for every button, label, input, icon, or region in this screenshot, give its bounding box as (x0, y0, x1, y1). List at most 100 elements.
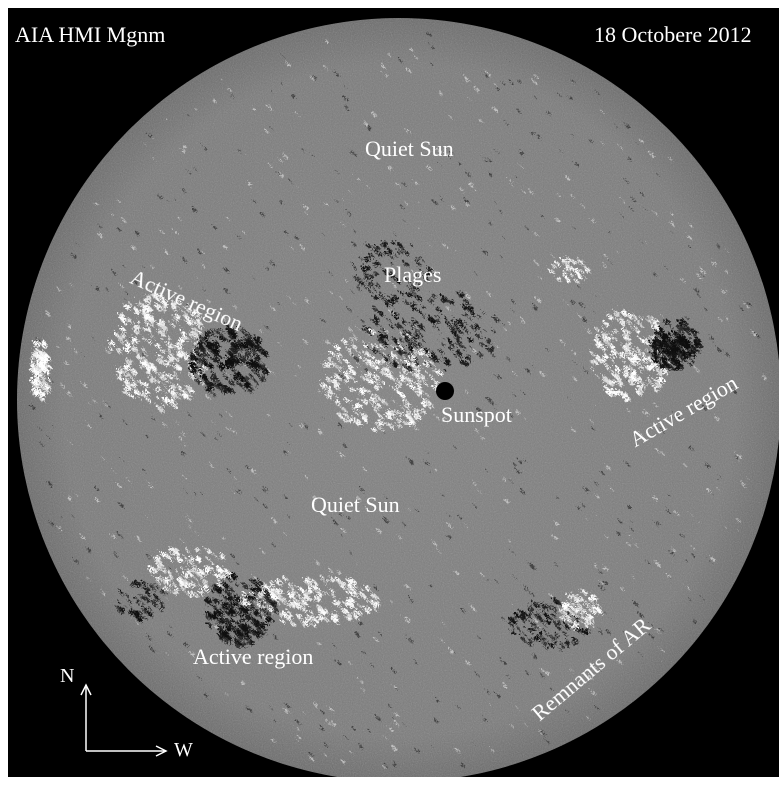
magnetic-flux-element (325, 573, 328, 576)
network-flux-element (422, 459, 427, 463)
magnetic-flux-element (372, 263, 375, 266)
magnetic-flux-element (370, 292, 376, 298)
network-flux-element (577, 300, 582, 305)
magnetic-flux-element (122, 344, 128, 351)
magnetic-flux-element (336, 363, 340, 368)
magnetic-flux-element (407, 354, 411, 359)
active-region-label-bottom: Active region (193, 644, 314, 669)
magnetic-flux-element (586, 603, 589, 606)
magnetic-flux-element (406, 334, 410, 339)
network-flux-element (385, 702, 389, 706)
magnetic-flux-element (428, 401, 430, 403)
magnetic-flux-element (124, 315, 130, 321)
magnetic-flux-element (665, 344, 671, 351)
magnetic-flux-element (545, 613, 548, 616)
magnetic-flux-element (383, 315, 386, 318)
magnetic-flux-element (375, 349, 378, 351)
magnetic-flux-element (622, 327, 629, 334)
network-flux-element (739, 480, 744, 485)
magnetic-flux-element (285, 603, 287, 606)
magnetic-flux-element (535, 599, 538, 603)
magnetic-flux-element (479, 308, 483, 312)
magnetic-flux-element (387, 270, 393, 276)
magnetic-flux-element (517, 607, 520, 610)
magnetic-flux-element (628, 311, 632, 314)
magnetic-flux-element (191, 347, 194, 351)
network-flux-element (515, 77, 519, 81)
magnetic-flux-element (176, 578, 182, 584)
magnetic-flux-element (33, 373, 35, 376)
magnetic-flux-element (263, 620, 267, 624)
network-flux-element (277, 198, 281, 202)
magnetic-flux-element (422, 380, 425, 383)
magnetic-flux-element (188, 308, 195, 314)
network-flux-element (474, 405, 479, 410)
magnetic-flux-element (460, 323, 463, 327)
magnetic-flux-element (632, 314, 635, 317)
magnetic-flux-element (539, 617, 543, 620)
magnetic-flux-element (134, 614, 139, 619)
magnetic-flux-element (165, 570, 168, 574)
magnetic-flux-element (386, 423, 389, 426)
magnetic-flux-element (247, 371, 251, 375)
magnetic-flux-element (542, 635, 545, 639)
network-flux-element (434, 146, 439, 151)
magnetic-flux-element (154, 403, 157, 406)
magnetic-flux-element (409, 339, 414, 343)
magnetic-flux-element (409, 286, 412, 289)
magnetic-flux-element (617, 315, 621, 319)
network-flux-element (356, 602, 360, 606)
magnetic-flux-element (372, 248, 375, 252)
network-flux-element (294, 111, 297, 114)
magnetic-flux-element (321, 605, 325, 609)
magnetic-flux-element (652, 327, 655, 330)
magnetic-flux-element (446, 343, 451, 348)
magnetic-flux-element (214, 564, 219, 570)
magnetic-flux-element (417, 407, 422, 412)
magnetic-flux-element (680, 323, 688, 330)
network-flux-element (509, 307, 511, 309)
magnetic-flux-element (578, 258, 582, 262)
network-flux-element (45, 434, 48, 437)
magnetic-flux-element (323, 374, 329, 380)
magnetic-flux-element (561, 273, 565, 277)
network-flux-element (220, 314, 225, 318)
network-flux-element (396, 56, 400, 60)
magnetic-flux-element (183, 382, 190, 389)
network-flux-element (478, 434, 482, 438)
magnetic-flux-element (193, 364, 199, 370)
network-flux-element (602, 253, 606, 257)
sunspot-umbra (436, 382, 454, 400)
network-flux-element (126, 477, 128, 480)
magnetic-flux-element (388, 384, 392, 387)
network-flux-element (695, 519, 698, 521)
magnetic-flux-element (366, 287, 370, 291)
network-flux-element (144, 435, 147, 437)
magnetic-flux-element (161, 388, 164, 391)
network-flux-element (483, 576, 486, 579)
network-flux-element (570, 349, 574, 353)
magnetic-flux-element (420, 258, 423, 261)
network-flux-element (387, 307, 392, 312)
network-flux-element (195, 247, 199, 252)
network-flux-element (308, 755, 312, 759)
network-flux-element (655, 172, 657, 174)
magnetic-flux-element (405, 350, 409, 354)
magnetic-flux-element (572, 595, 578, 601)
network-flux-element (202, 692, 207, 696)
magnetic-flux-element (194, 322, 196, 324)
magnetic-flux-element (376, 412, 380, 416)
magnetic-flux-element (376, 331, 382, 337)
network-flux-element (403, 127, 408, 131)
magnetic-flux-element (391, 359, 397, 365)
magnetic-flux-element (626, 347, 630, 351)
magnetic-flux-element (169, 382, 175, 388)
network-flux-element (464, 292, 469, 297)
magnetic-flux-element (247, 600, 253, 606)
network-flux-element (500, 80, 503, 83)
magnetic-flux-element (388, 260, 391, 264)
magnetic-flux-element (124, 380, 130, 386)
magnetic-flux-element (335, 366, 338, 369)
magnetic-flux-element (359, 264, 364, 270)
magnetic-flux-element (367, 376, 372, 381)
